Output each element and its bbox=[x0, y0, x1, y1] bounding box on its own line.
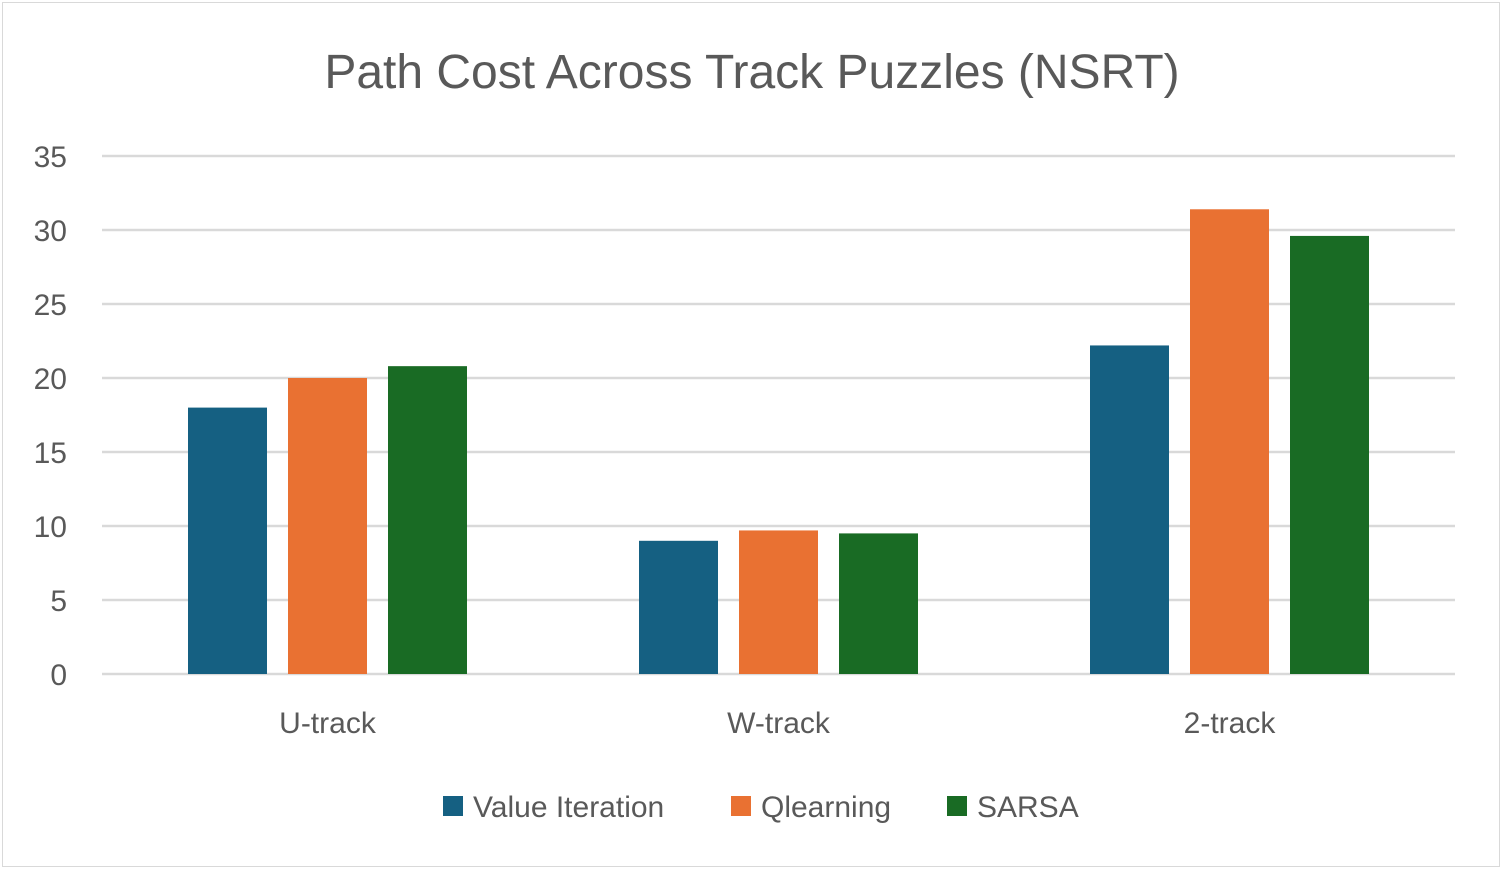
x-axis-ticks: U-track W-track 2-track bbox=[279, 707, 1276, 740]
x-tick-label: 2-track bbox=[1184, 707, 1277, 740]
bars bbox=[188, 209, 1369, 675]
x-tick-label: W-track bbox=[727, 707, 831, 740]
bar-qlearning bbox=[739, 530, 818, 674]
legend-label: Qlearning bbox=[761, 791, 891, 824]
y-axis-ticks: 0 5 10 15 20 25 30 35 bbox=[34, 141, 67, 692]
bar-value-iteration bbox=[188, 407, 267, 674]
y-tick-label: 25 bbox=[34, 289, 67, 322]
chart-title: Path Cost Across Track Puzzles (NSRT) bbox=[324, 46, 1179, 99]
legend-label: Value Iteration bbox=[473, 791, 664, 824]
bar-value-iteration bbox=[1090, 345, 1169, 674]
x-tick-label: U-track bbox=[279, 707, 377, 740]
bar-qlearning bbox=[288, 378, 367, 674]
y-tick-label: 10 bbox=[34, 511, 67, 544]
y-tick-label: 35 bbox=[34, 141, 67, 174]
bar-sarsa bbox=[1290, 235, 1369, 675]
legend-swatch bbox=[731, 796, 751, 816]
legend-swatch bbox=[947, 796, 967, 816]
y-tick-label: 15 bbox=[34, 437, 67, 470]
y-tick-label: 0 bbox=[50, 659, 67, 692]
bar-value-iteration bbox=[639, 540, 718, 674]
y-tick-label: 20 bbox=[34, 363, 67, 396]
bar-sarsa bbox=[388, 366, 467, 674]
legend-label: SARSA bbox=[977, 791, 1079, 824]
y-tick-label: 30 bbox=[34, 215, 67, 248]
legend-swatch bbox=[443, 796, 463, 816]
bar-sarsa bbox=[839, 533, 918, 674]
y-tick-label: 5 bbox=[50, 585, 67, 618]
legend: Value Iteration Qlearning SARSA bbox=[443, 791, 1079, 824]
bar-qlearning bbox=[1190, 209, 1269, 674]
